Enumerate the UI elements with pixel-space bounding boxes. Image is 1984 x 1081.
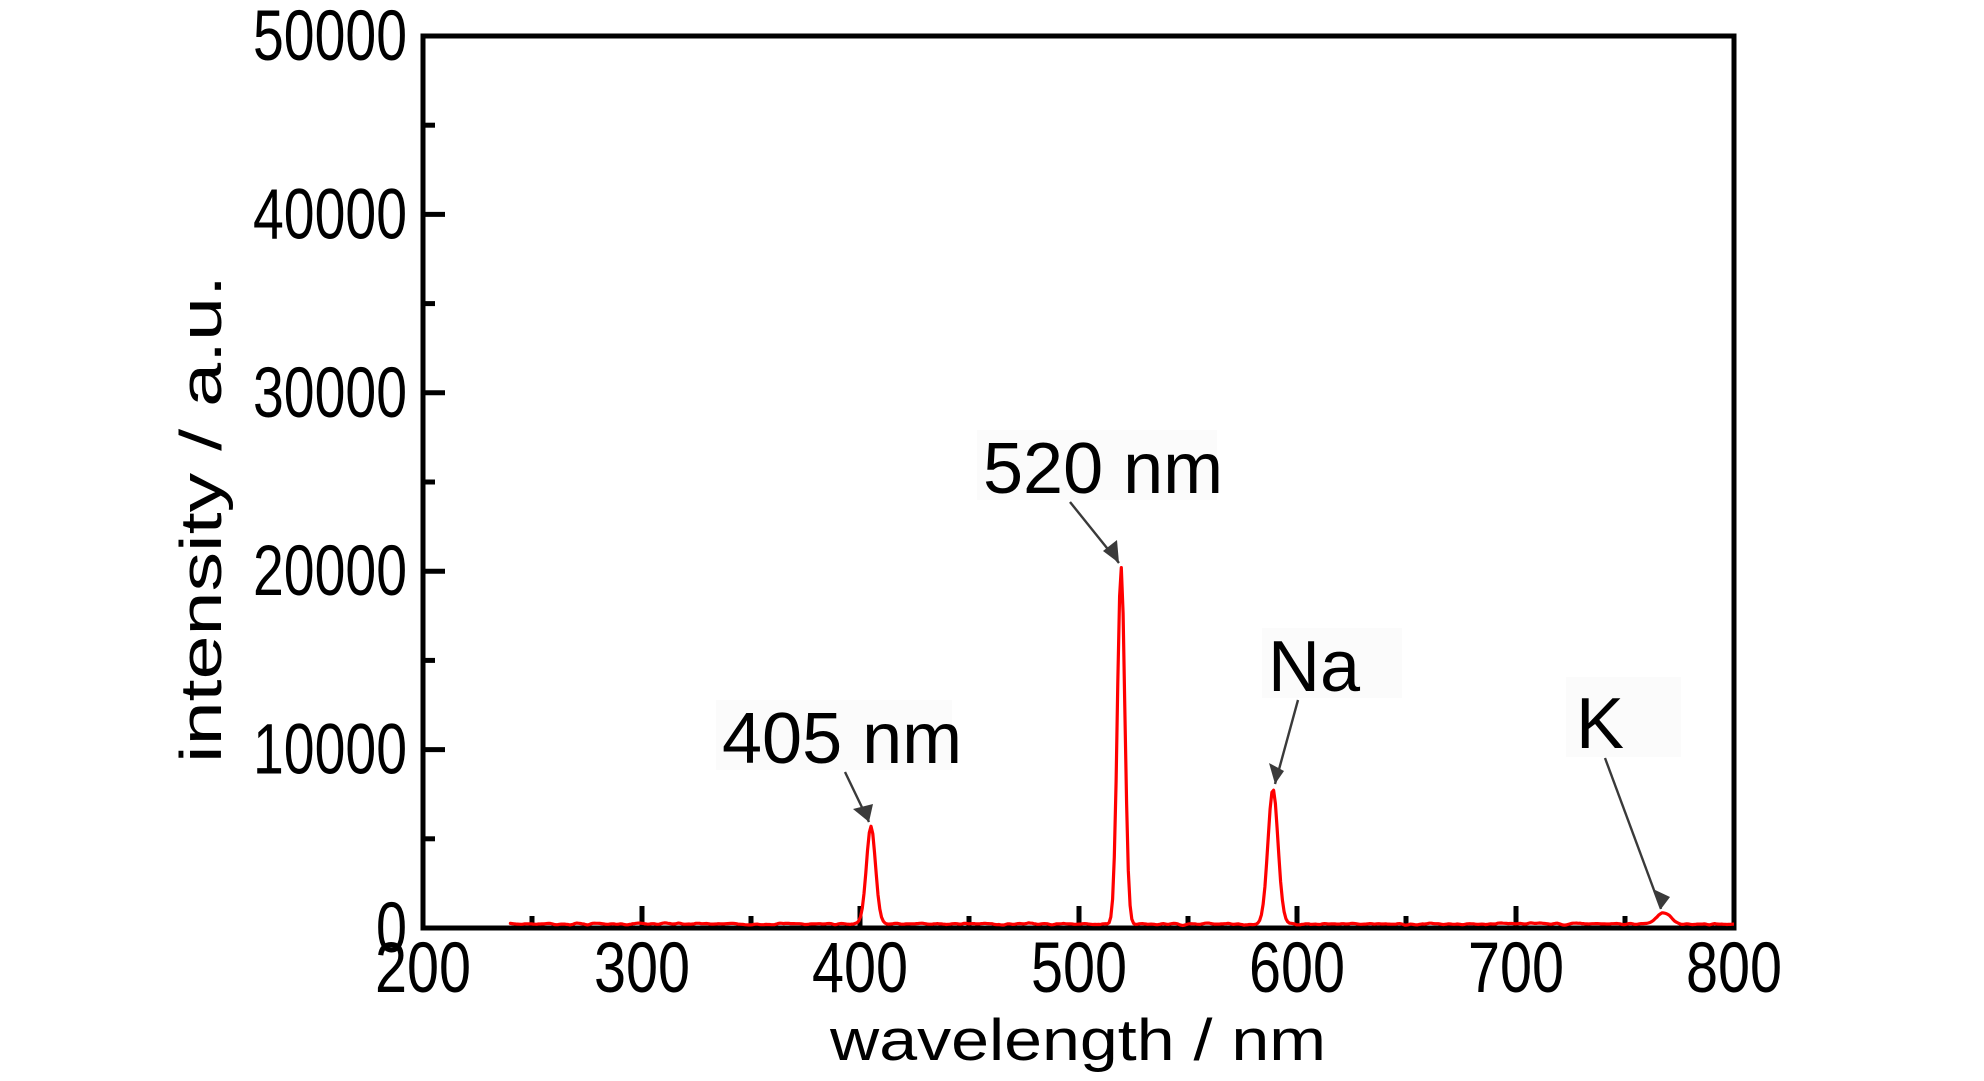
svg-text:10000: 10000 <box>253 711 407 790</box>
svg-text:500: 500 <box>1031 929 1127 1008</box>
svg-text:0: 0 <box>376 889 407 968</box>
svg-text:700: 700 <box>1468 929 1564 1008</box>
svg-text:40000: 40000 <box>253 175 407 254</box>
svg-text:400: 400 <box>812 929 908 1008</box>
svg-text:600: 600 <box>1249 929 1345 1008</box>
svg-text:Na: Na <box>1268 627 1361 707</box>
svg-text:520 nm: 520 nm <box>983 429 1223 509</box>
svg-text:wavelength / nm: wavelength / nm <box>829 1008 1326 1073</box>
svg-text:300: 300 <box>594 929 690 1008</box>
svg-text:800: 800 <box>1686 929 1782 1008</box>
svg-text:intensity / a.u.: intensity / a.u. <box>169 275 234 763</box>
svg-text:K: K <box>1576 684 1624 764</box>
svg-text:405 nm: 405 nm <box>722 699 962 779</box>
svg-text:30000: 30000 <box>253 354 407 433</box>
svg-text:20000: 20000 <box>253 532 407 611</box>
svg-text:50000: 50000 <box>253 0 407 76</box>
